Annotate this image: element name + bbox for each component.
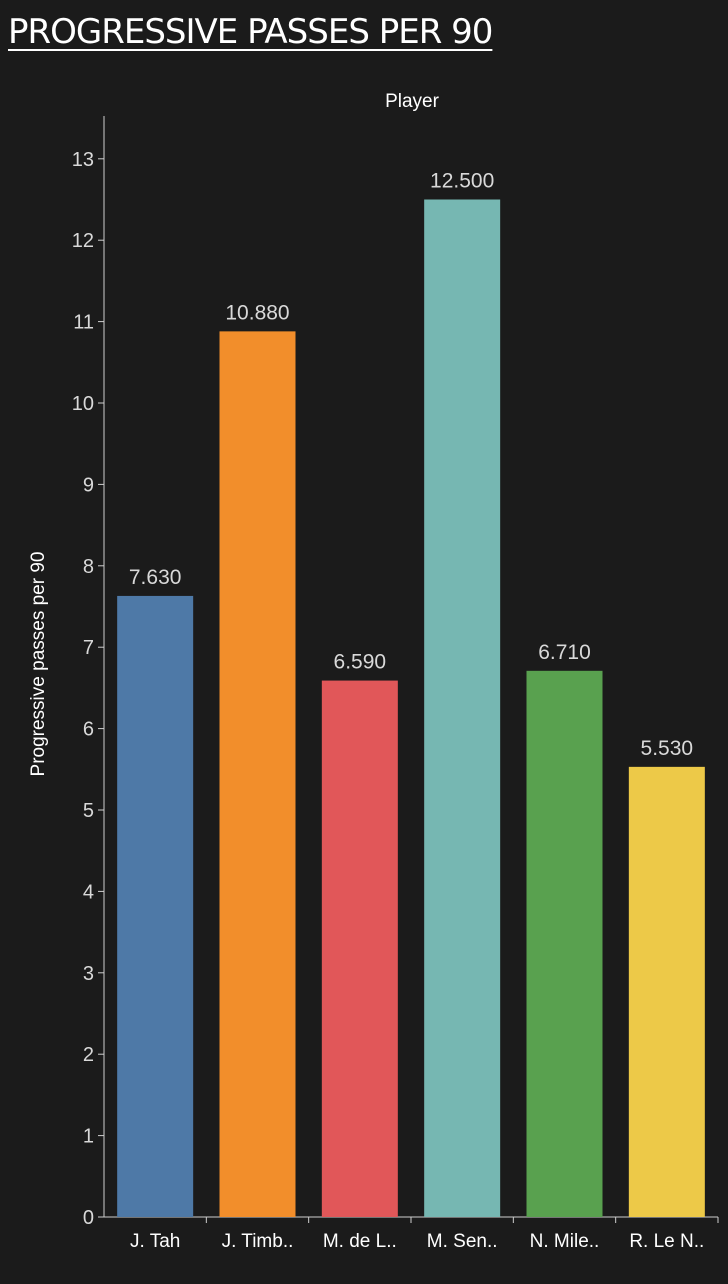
y-tick-label: 11	[73, 312, 94, 334]
category-label: M. Sen..	[427, 1231, 498, 1252]
bar-value-label: 5.530	[641, 737, 694, 760]
bar-value-label: 12.500	[430, 170, 494, 193]
bar	[321, 680, 398, 1217]
y-tick-label: 6	[83, 719, 94, 741]
bar	[219, 331, 296, 1217]
bars	[117, 199, 705, 1217]
y-tick-label: 3	[83, 963, 94, 985]
category-label: J. Timb..	[222, 1231, 294, 1252]
bar-value-label: 6.590	[334, 651, 387, 674]
y-tick-label: 5	[83, 800, 94, 822]
y-tick-label: 10	[72, 393, 94, 415]
category-label: N. Mile..	[530, 1231, 600, 1252]
category-label: M. de L..	[323, 1231, 397, 1252]
bar	[526, 670, 603, 1217]
y-axis-title: Progressive passes per 90	[28, 552, 49, 777]
category-label: R. Le N..	[629, 1231, 704, 1252]
y-tick-label: 7	[83, 637, 94, 659]
bar-value-label: 10.880	[225, 301, 289, 324]
y-tick-label: 0	[83, 1207, 94, 1229]
y-tick-label: 8	[83, 556, 94, 578]
y-tick-label: 4	[83, 881, 94, 903]
y-tick-label: 13	[72, 149, 94, 171]
bar	[628, 766, 705, 1217]
category-label: J. Tah	[130, 1231, 180, 1252]
y-tick-label: 1	[83, 1126, 94, 1148]
chart-title: PROGRESSIVE PASSES PER 90	[8, 12, 493, 52]
y-tick-label: 12	[72, 230, 94, 252]
y-tick-label: 9	[83, 474, 94, 496]
axes	[98, 116, 719, 1223]
bar	[424, 199, 501, 1217]
bar-value-label: 7.630	[129, 566, 182, 589]
bar	[117, 595, 194, 1217]
y-tick-label: 2	[83, 1044, 94, 1066]
x-axis-title: Player	[385, 91, 440, 112]
bar-value-label: 6.710	[538, 641, 591, 664]
